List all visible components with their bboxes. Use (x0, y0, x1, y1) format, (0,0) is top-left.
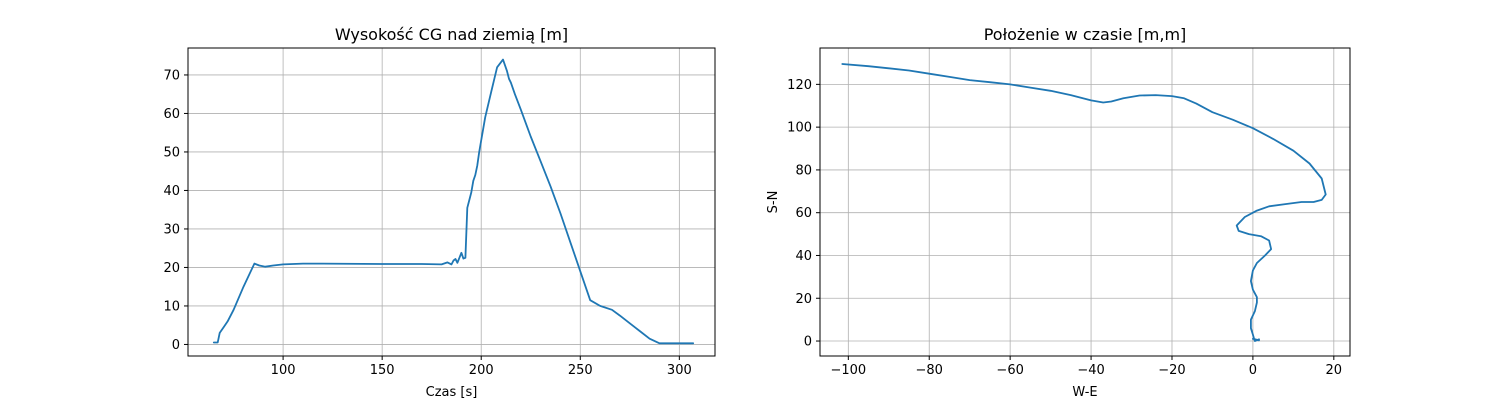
position-chart-axes-frame (819, 47, 1351, 357)
height-chart-y-tick-label: 50 (163, 145, 180, 160)
height-chart-y-tick-label: 70 (163, 68, 180, 83)
height-chart-x-tick-label: 300 (667, 363, 692, 378)
height-chart: Wysokość CG nad ziemią [m] Czas [s] 100 1… (163, 25, 716, 400)
height-chart-series (212, 58, 695, 345)
position-chart-x-axis-label: W-E (1072, 385, 1097, 400)
height-chart-title: Wysokość CG nad ziemią [m] (335, 25, 568, 44)
height-chart-y-tick-label: 30 (163, 222, 180, 237)
height-chart-ticks: 100 150 200 250 300 0 10 20 30 40 50 60 70 (163, 68, 691, 378)
position-chart-y-tick-label: 0 (804, 335, 812, 350)
position-chart-y-tick-label: 120 (787, 78, 812, 93)
position-chart-x-tick-label: −20 (1158, 363, 1185, 378)
position-chart-series-line (841, 63, 1327, 342)
position-chart-series (841, 63, 1327, 342)
position-chart-y-tick-label: 60 (795, 206, 812, 221)
position-chart-y-axis-label: S-N (766, 191, 781, 214)
height-chart-x-tick-label: 150 (370, 363, 395, 378)
position-chart-x-tick-label: 0 (1249, 363, 1257, 378)
height-chart-x-tick-label: 100 (271, 363, 296, 378)
position-chart-x-tick-label: −80 (916, 363, 943, 378)
position-chart-y-tick-label: 40 (795, 249, 812, 264)
height-chart-grid (188, 48, 715, 356)
height-chart-series-line (212, 58, 695, 345)
position-chart-y-tick-label: 100 (787, 121, 812, 136)
height-chart-y-tick-label: 20 (163, 261, 180, 276)
position-chart-x-tick-label: −100 (830, 363, 866, 378)
height-chart-y-tick-label: 60 (163, 107, 180, 122)
position-chart-grid (820, 48, 1350, 356)
position-chart-title: Położenie w czasie [m,m] (984, 25, 1187, 44)
height-chart-axes-frame (187, 47, 716, 357)
position-chart-x-tick-label: −40 (1077, 363, 1104, 378)
position-chart: Położenie w czasie [m,m] W-E S-N −100 −80… (766, 25, 1351, 400)
position-chart-ticks: −100 −80 −60 −40 −20 0 20 0 20 40 60 80 100 120 (787, 78, 1342, 378)
position-chart-y-tick-label: 80 (795, 163, 812, 178)
height-chart-y-tick-label: 40 (163, 184, 180, 199)
height-chart-x-tick-label: 200 (469, 363, 494, 378)
height-chart-y-tick-label: 10 (163, 299, 180, 314)
height-chart-x-tick-label: 250 (568, 363, 593, 378)
position-chart-x-tick-label: 20 (1326, 363, 1343, 378)
height-chart-x-axis-label: Czas [s] (426, 385, 478, 400)
position-chart-x-tick-label: −60 (996, 363, 1023, 378)
position-chart-y-tick-label: 20 (795, 292, 812, 307)
height-chart-y-tick-label: 0 (172, 338, 180, 353)
